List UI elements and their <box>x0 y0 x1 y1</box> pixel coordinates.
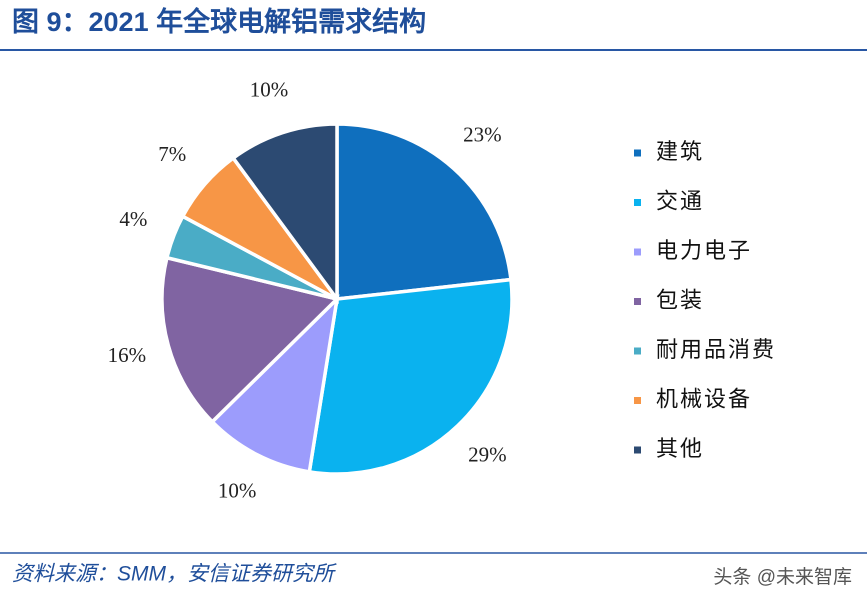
watermark: 头条 @未来智库 <box>713 566 852 588</box>
legend-swatch <box>634 298 641 305</box>
legend-swatch <box>634 397 641 404</box>
data-label: 10% <box>218 479 257 503</box>
pie-slice <box>307 277 514 476</box>
source-note: 资料来源：SMM，安信证券研究所 <box>12 563 337 586</box>
legend-label: 交通 <box>656 188 704 213</box>
data-label: 23% <box>463 122 502 146</box>
pie-slice <box>335 122 513 301</box>
legend-label: 耐用品消费 <box>656 337 776 362</box>
pie-slice <box>160 255 341 425</box>
data-label: 10% <box>250 78 289 102</box>
data-label: 7% <box>158 142 186 166</box>
legend-label: 其他 <box>656 436 704 461</box>
legend-swatch <box>634 446 641 454</box>
pie-slice <box>209 294 340 474</box>
legend-swatch <box>634 248 641 256</box>
pie-slice <box>230 122 339 305</box>
chart-title: 图 9：2021 年全球电解铝需求结构 <box>12 6 426 37</box>
legend-swatch <box>634 149 641 157</box>
data-label: 16% <box>108 343 147 367</box>
data-label: 4% <box>119 207 147 231</box>
legend-swatch <box>634 347 641 355</box>
legend-label: 机械设备 <box>656 386 752 411</box>
legend-label: 包装 <box>656 287 704 312</box>
legend-label: 电力电子 <box>656 238 752 263</box>
legend-label: 建筑 <box>656 139 704 164</box>
data-label: 29% <box>468 443 507 467</box>
legend-swatch <box>634 199 641 206</box>
